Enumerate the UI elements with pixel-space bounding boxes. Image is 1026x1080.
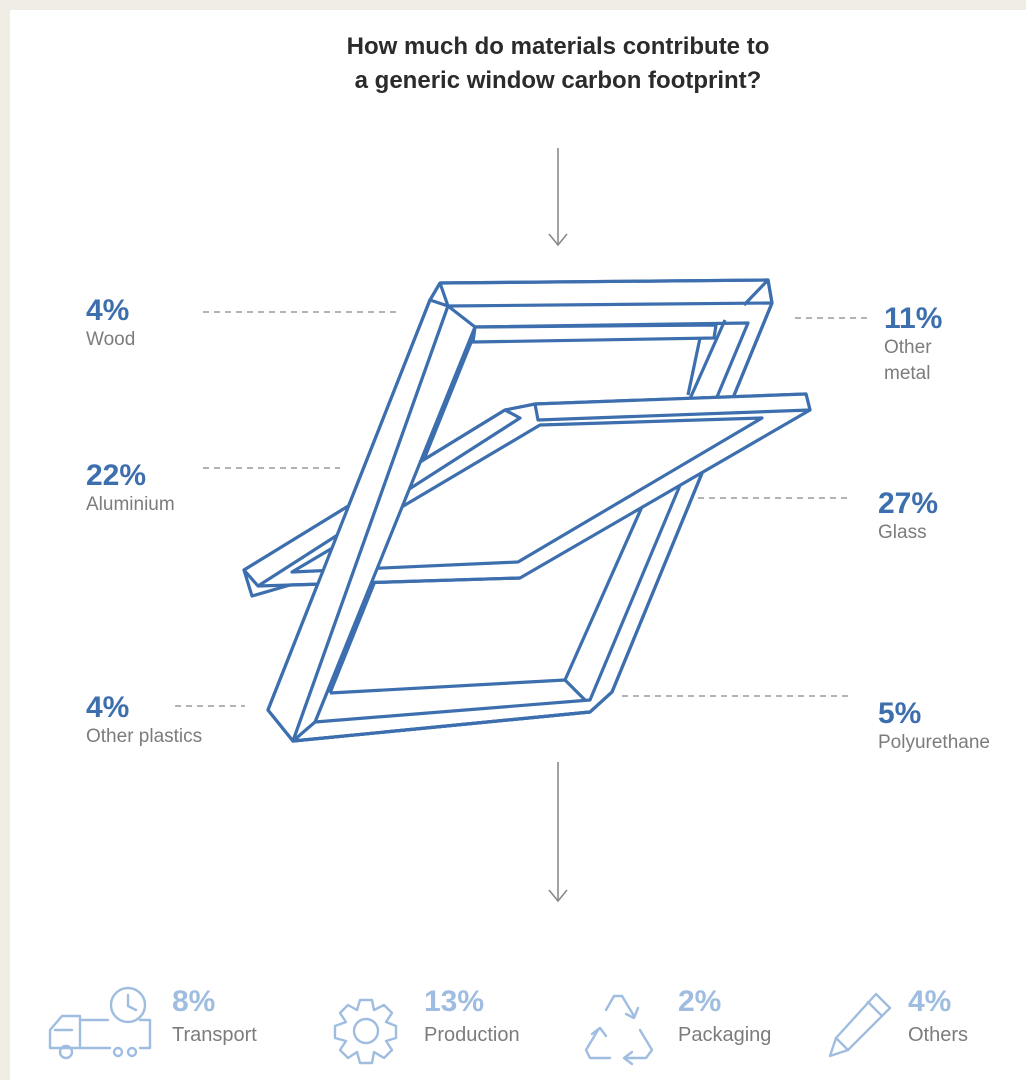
transport-name: Transport <box>172 1024 257 1046</box>
other-metal-name-line-1: Other <box>884 337 932 358</box>
others-percent: 4% <box>908 985 952 1018</box>
packaging-name: Packaging <box>678 1024 772 1046</box>
others-name: Others <box>908 1024 969 1046</box>
label-polyurethane: 5% Polyurethane <box>878 698 990 756</box>
glass-percent: 27% <box>878 487 939 520</box>
label-glass: 27% Glass <box>878 488 938 546</box>
wood-percent: 4% <box>86 294 130 327</box>
other-plastics-name: Other plastics <box>86 726 203 747</box>
contribution-others: 4% Others <box>908 985 968 1065</box>
other-metal-name-line-2: metal <box>884 363 931 384</box>
label-wood: 4% Wood <box>86 295 135 353</box>
polyurethane-name: Polyurethane <box>878 732 990 753</box>
production-percent: 13% <box>424 985 485 1018</box>
title-line-1: How much do materials contribute to <box>346 33 770 60</box>
polyurethane-percent: 5% <box>878 697 922 730</box>
production-name: Production <box>424 1024 520 1046</box>
wood-name: Wood <box>86 329 136 350</box>
bottom-arrow <box>548 762 568 903</box>
label-other-plastics: 4% Other plastics <box>86 692 202 750</box>
page-title: How much do materials contribute to a ge… <box>0 30 1026 98</box>
contribution-transport: 8% Transport <box>172 985 257 1065</box>
top-arrow <box>548 148 568 247</box>
recycle-icon <box>584 994 654 1066</box>
packaging-percent: 2% <box>678 985 722 1018</box>
truck-clock-icon <box>48 986 152 1060</box>
label-other-metal: 11% Other metal <box>884 303 942 387</box>
window-illustration <box>242 278 812 743</box>
contribution-packaging: 2% Packaging <box>678 985 771 1065</box>
other-plastics-percent: 4% <box>86 691 130 724</box>
other-metal-percent: 11% <box>884 302 943 335</box>
pencil-icon <box>828 992 892 1058</box>
contribution-production: 13% Production <box>424 985 520 1065</box>
gear-icon <box>333 998 398 1065</box>
glass-name: Glass <box>878 522 927 543</box>
title-line-2: a generic window carbon footprint? <box>354 67 762 94</box>
label-aluminium: 22% Aluminium <box>86 460 175 518</box>
aluminium-percent: 22% <box>86 459 147 492</box>
aluminium-name: Aluminium <box>86 494 175 515</box>
transport-percent: 8% <box>172 985 216 1018</box>
